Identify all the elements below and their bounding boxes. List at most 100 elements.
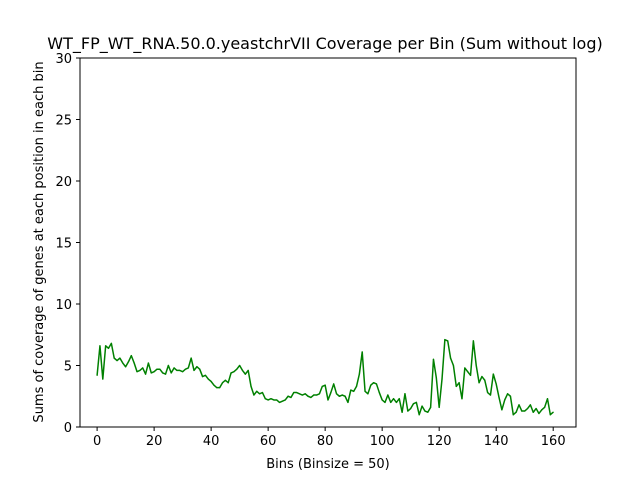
data-point bbox=[484, 379, 486, 381]
data-point bbox=[430, 406, 432, 408]
plot-area bbox=[80, 58, 576, 427]
data-point bbox=[424, 410, 426, 412]
data-point bbox=[196, 366, 198, 368]
data-point bbox=[250, 385, 252, 388]
data-point bbox=[458, 382, 460, 384]
plot-frame bbox=[79, 57, 577, 428]
data-point bbox=[492, 373, 494, 375]
data-point bbox=[105, 345, 107, 347]
data-point bbox=[224, 379, 226, 381]
data-points bbox=[96, 339, 554, 416]
data-point bbox=[125, 366, 127, 368]
data-point bbox=[313, 394, 315, 396]
data-point bbox=[298, 393, 301, 395]
data-point bbox=[110, 342, 112, 344]
y-axis: 0 5 10 15 20 25 30 bbox=[55, 52, 80, 436]
data-point bbox=[361, 351, 363, 353]
data-point bbox=[321, 385, 323, 388]
data-point bbox=[99, 345, 101, 347]
y-tick-label: 20 bbox=[55, 175, 72, 190]
data-point bbox=[509, 395, 512, 397]
data-point bbox=[350, 389, 352, 391]
data-point bbox=[355, 385, 358, 388]
data-point bbox=[398, 398, 400, 400]
data-point bbox=[221, 382, 224, 384]
y-tick-label: 10 bbox=[55, 298, 72, 313]
data-point bbox=[387, 394, 389, 396]
data-point bbox=[401, 411, 403, 413]
x-tick-label: 60 bbox=[260, 434, 277, 449]
data-point bbox=[415, 401, 417, 403]
data-point bbox=[512, 414, 514, 416]
data-point bbox=[176, 369, 178, 372]
data-point bbox=[113, 357, 115, 359]
data-point bbox=[469, 374, 472, 376]
data-point bbox=[538, 412, 540, 415]
data-point bbox=[435, 377, 437, 379]
data-point bbox=[535, 407, 537, 410]
data-point bbox=[173, 367, 175, 369]
data-point bbox=[233, 371, 235, 373]
data-point bbox=[142, 367, 144, 369]
y-tick-label: 5 bbox=[64, 360, 72, 375]
data-point bbox=[204, 374, 207, 376]
x-axis-title: Bins (Binsize = 50) bbox=[266, 457, 390, 472]
data-point bbox=[392, 398, 395, 400]
data-point bbox=[364, 390, 366, 392]
data-point bbox=[301, 394, 303, 396]
data-point bbox=[190, 357, 192, 359]
x-tick-label: 100 bbox=[370, 434, 395, 449]
data-point bbox=[347, 401, 349, 403]
data-point bbox=[441, 378, 443, 380]
data-point bbox=[449, 357, 452, 359]
data-point bbox=[247, 369, 249, 372]
data-point bbox=[330, 391, 332, 394]
data-point bbox=[333, 383, 335, 385]
data-point bbox=[236, 368, 238, 370]
data-point bbox=[270, 398, 272, 400]
x-tick-label: 160 bbox=[541, 434, 566, 449]
data-point bbox=[464, 367, 466, 369]
data-point bbox=[524, 410, 526, 412]
data-point bbox=[119, 357, 121, 359]
data-point bbox=[495, 383, 497, 385]
data-point bbox=[358, 373, 360, 375]
data-point bbox=[227, 382, 229, 384]
data-point bbox=[201, 375, 204, 378]
data-point bbox=[167, 364, 169, 367]
data-point bbox=[293, 391, 295, 394]
data-point bbox=[447, 340, 449, 342]
data-point bbox=[147, 362, 150, 364]
data-point bbox=[150, 372, 152, 374]
data-point bbox=[367, 393, 369, 395]
data-point bbox=[102, 378, 104, 380]
data-point bbox=[219, 387, 221, 389]
y-axis-title: Sums of coverage of genes at each positi… bbox=[32, 61, 47, 422]
data-point bbox=[127, 361, 130, 363]
data-point bbox=[96, 374, 98, 376]
data-point bbox=[258, 393, 261, 395]
data-point bbox=[179, 369, 181, 372]
x-tick-label: 80 bbox=[317, 434, 334, 449]
data-point bbox=[506, 393, 509, 395]
data-point bbox=[452, 364, 455, 367]
data-point bbox=[384, 401, 386, 403]
data-point bbox=[264, 398, 266, 400]
data-point bbox=[501, 409, 503, 411]
data-point bbox=[267, 399, 269, 401]
data-point bbox=[404, 393, 406, 395]
data-point bbox=[153, 371, 155, 373]
data-point bbox=[481, 375, 483, 378]
data-point bbox=[244, 373, 246, 375]
x-tick-label: 20 bbox=[146, 434, 163, 449]
data-point bbox=[324, 384, 326, 386]
data-point bbox=[159, 368, 161, 370]
data-point bbox=[526, 407, 529, 410]
data-point bbox=[182, 371, 184, 373]
data-point bbox=[410, 407, 412, 410]
data-point bbox=[515, 411, 517, 413]
data-point bbox=[296, 391, 298, 394]
data-point bbox=[139, 369, 141, 372]
data-point bbox=[370, 384, 372, 386]
